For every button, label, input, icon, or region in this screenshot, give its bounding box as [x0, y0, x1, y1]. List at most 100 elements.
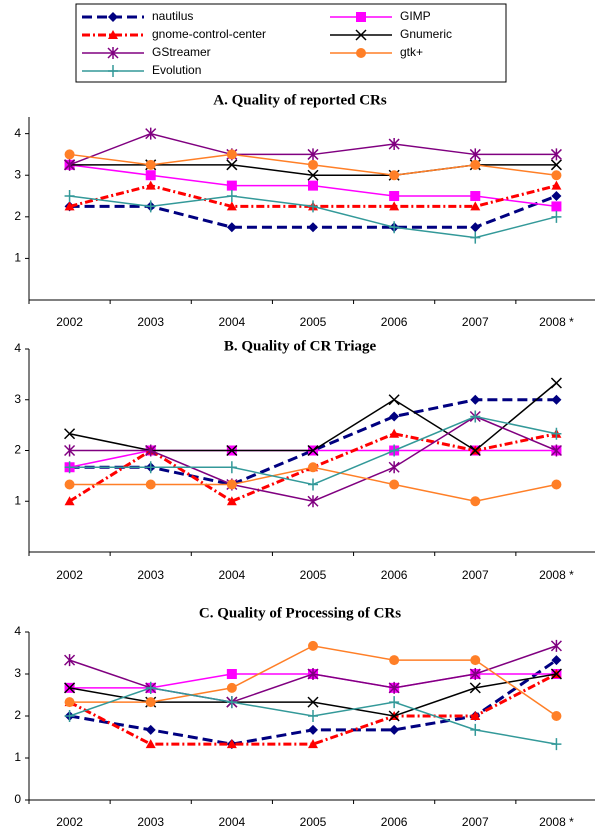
- marker: [470, 191, 481, 202]
- marker: [388, 681, 400, 694]
- legend-label: gnome-control-center: [152, 27, 266, 41]
- marker: [108, 12, 118, 22]
- marker: [550, 159, 562, 171]
- marker: [389, 221, 400, 234]
- marker: [551, 201, 562, 212]
- marker: [226, 159, 238, 171]
- marker: [469, 668, 481, 680]
- marker: [469, 444, 481, 457]
- marker: [226, 479, 237, 490]
- marker: [389, 191, 400, 202]
- marker: [226, 444, 238, 457]
- marker: [307, 668, 319, 680]
- marker: [389, 479, 400, 490]
- series-line: [69, 645, 557, 717]
- marker: [470, 496, 481, 507]
- marker: [307, 696, 319, 708]
- marker: [470, 231, 481, 244]
- marker: [550, 444, 562, 457]
- marker: [145, 127, 157, 140]
- y-tick-label: 2: [14, 209, 21, 223]
- marker: [355, 29, 367, 41]
- x-tick-label: 2006: [381, 815, 408, 829]
- x-tick-label: 2007: [462, 815, 489, 829]
- x-tick-label: 2002: [56, 568, 83, 582]
- marker: [108, 30, 118, 39]
- x-tick-label: 2008 *: [539, 815, 574, 829]
- marker: [145, 170, 156, 181]
- marker: [308, 462, 318, 473]
- x-tick-label: 2004: [219, 815, 246, 829]
- marker: [145, 681, 156, 694]
- legend-label: GStreamer: [152, 45, 211, 59]
- marker: [308, 180, 318, 191]
- marker: [551, 711, 562, 721]
- marker: [308, 640, 318, 651]
- x-tick-label: 2002: [56, 815, 83, 829]
- marker: [108, 65, 118, 77]
- legend-label: Evolution: [152, 63, 201, 77]
- marker: [64, 654, 76, 667]
- marker: [307, 444, 319, 457]
- marker: [470, 159, 481, 170]
- marker: [64, 461, 75, 474]
- x-tick-label: 2005: [300, 568, 327, 582]
- marker: [550, 148, 562, 161]
- marker: [307, 169, 319, 181]
- marker: [388, 710, 400, 722]
- y-tick-label: 1: [14, 251, 21, 265]
- chart-title: A. Quality of reported CRs: [213, 92, 387, 108]
- x-tick-label: 2005: [300, 315, 327, 329]
- x-tick-label: 2007: [462, 315, 489, 329]
- marker: [307, 495, 319, 508]
- legend-label: Gnumeric: [400, 27, 452, 41]
- marker: [356, 12, 366, 22]
- marker: [551, 210, 562, 223]
- marker: [308, 739, 318, 749]
- marker: [388, 138, 400, 151]
- marker: [226, 461, 237, 474]
- marker: [551, 191, 562, 202]
- marker: [308, 200, 318, 213]
- marker: [64, 682, 76, 694]
- marker: [226, 149, 237, 160]
- marker: [551, 170, 562, 181]
- y-tick-label: 4: [14, 624, 21, 638]
- y-tick-label: 3: [14, 392, 21, 406]
- marker: [389, 655, 400, 666]
- marker: [226, 739, 237, 749]
- marker: [226, 180, 237, 191]
- x-tick-label: 2004: [219, 568, 246, 582]
- chart-title: B. Quality of CR Triage: [224, 338, 377, 354]
- x-tick-label: 2003: [137, 815, 164, 829]
- legend-box: [75, 3, 507, 83]
- x-tick-label: 2003: [137, 568, 164, 582]
- marker: [226, 682, 237, 693]
- marker: [145, 444, 157, 457]
- marker: [308, 478, 318, 491]
- marker: [550, 377, 562, 389]
- legend-label: gtk+: [400, 45, 423, 59]
- marker: [226, 222, 237, 233]
- marker: [145, 180, 156, 190]
- marker: [64, 149, 75, 160]
- marker: [64, 444, 76, 457]
- marker: [469, 682, 481, 694]
- marker: [308, 222, 318, 233]
- marker: [550, 668, 562, 680]
- marker: [226, 201, 237, 211]
- x-tick-label: 2008 *: [539, 315, 574, 329]
- x-tick-label: 2005: [300, 815, 327, 829]
- marker: [470, 394, 481, 405]
- marker: [389, 170, 400, 181]
- marker: [64, 496, 75, 506]
- marker: [388, 394, 400, 406]
- x-tick-label: 2006: [381, 315, 408, 329]
- marker: [551, 655, 562, 666]
- marker: [551, 394, 562, 405]
- marker: [389, 696, 400, 709]
- legend-label: GIMP: [400, 9, 431, 23]
- x-tick-label: 2007: [462, 568, 489, 582]
- x-tick-label: 2004: [219, 315, 246, 329]
